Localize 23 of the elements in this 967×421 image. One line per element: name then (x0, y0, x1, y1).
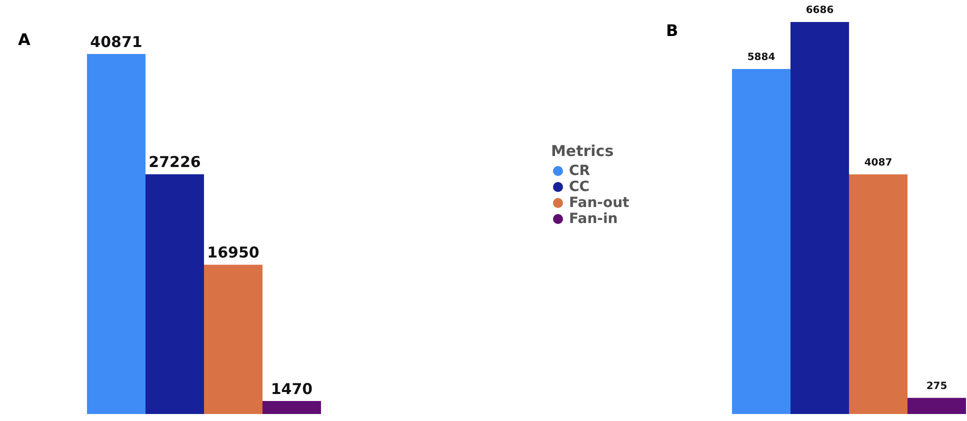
data-label: 40871 (90, 33, 142, 51)
bar (146, 174, 204, 414)
legend-label: Fan-out (569, 195, 630, 211)
legend-title: Metrics (551, 142, 614, 160)
bar (87, 54, 146, 414)
bar (204, 264, 262, 414)
bar (732, 69, 790, 414)
data-label: 275 (926, 380, 948, 392)
data-label: 16950 (207, 244, 260, 262)
data-label: 6686 (806, 5, 834, 16)
data-label: 27226 (148, 153, 201, 172)
bar (849, 174, 908, 414)
bar (262, 401, 321, 414)
data-label: 4087 (864, 157, 892, 168)
data-label: 1470 (270, 380, 313, 398)
legend-label: CR (569, 163, 590, 179)
bar (790, 22, 849, 414)
bar (908, 398, 966, 414)
chart-title: B (666, 21, 678, 40)
legend-label: CC (569, 179, 590, 195)
data-label: 5884 (747, 52, 776, 64)
chart-title: A (18, 30, 31, 49)
legend-label: Fan-in (569, 211, 618, 227)
